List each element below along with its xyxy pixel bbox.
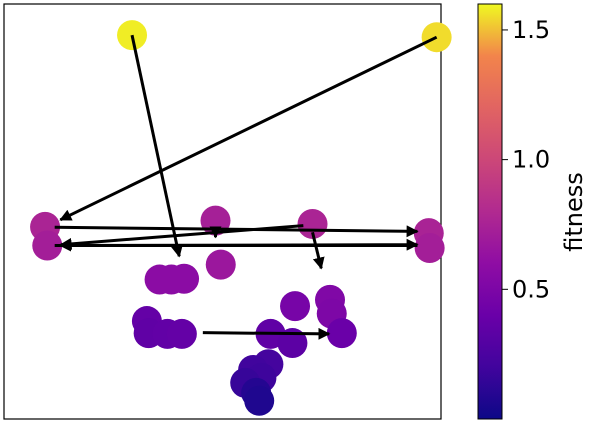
scatter-point-12: [169, 263, 200, 294]
arrow-3: [54, 225, 419, 238]
scatter-point-22: [277, 328, 308, 359]
colorbar-tick-label-3: 1.5: [512, 16, 550, 44]
arrow-9: [202, 327, 331, 340]
scatter-point-28: [244, 385, 275, 416]
colorbar-label: fitness: [560, 172, 588, 252]
scatter-point-21: [326, 318, 357, 349]
arrow-6: [59, 224, 304, 250]
scatter-point-9: [205, 249, 236, 280]
colorbar-tick-label-2: 1.0: [512, 146, 550, 174]
colorbar: [477, 3, 503, 420]
scatter-point-8: [414, 233, 445, 264]
arrows: [54, 34, 438, 340]
scatter-point-19: [166, 318, 197, 349]
scatter-point-4: [32, 230, 63, 261]
colorbar-tick-label-1: 0.5: [512, 275, 550, 303]
arrow-8: [311, 231, 325, 270]
arrow-2: [130, 34, 183, 258]
colorbar-ticks: 0.5 1.0 1.5: [502, 16, 550, 303]
arrow-1: [59, 35, 438, 222]
scatter-point-14: [280, 291, 311, 322]
